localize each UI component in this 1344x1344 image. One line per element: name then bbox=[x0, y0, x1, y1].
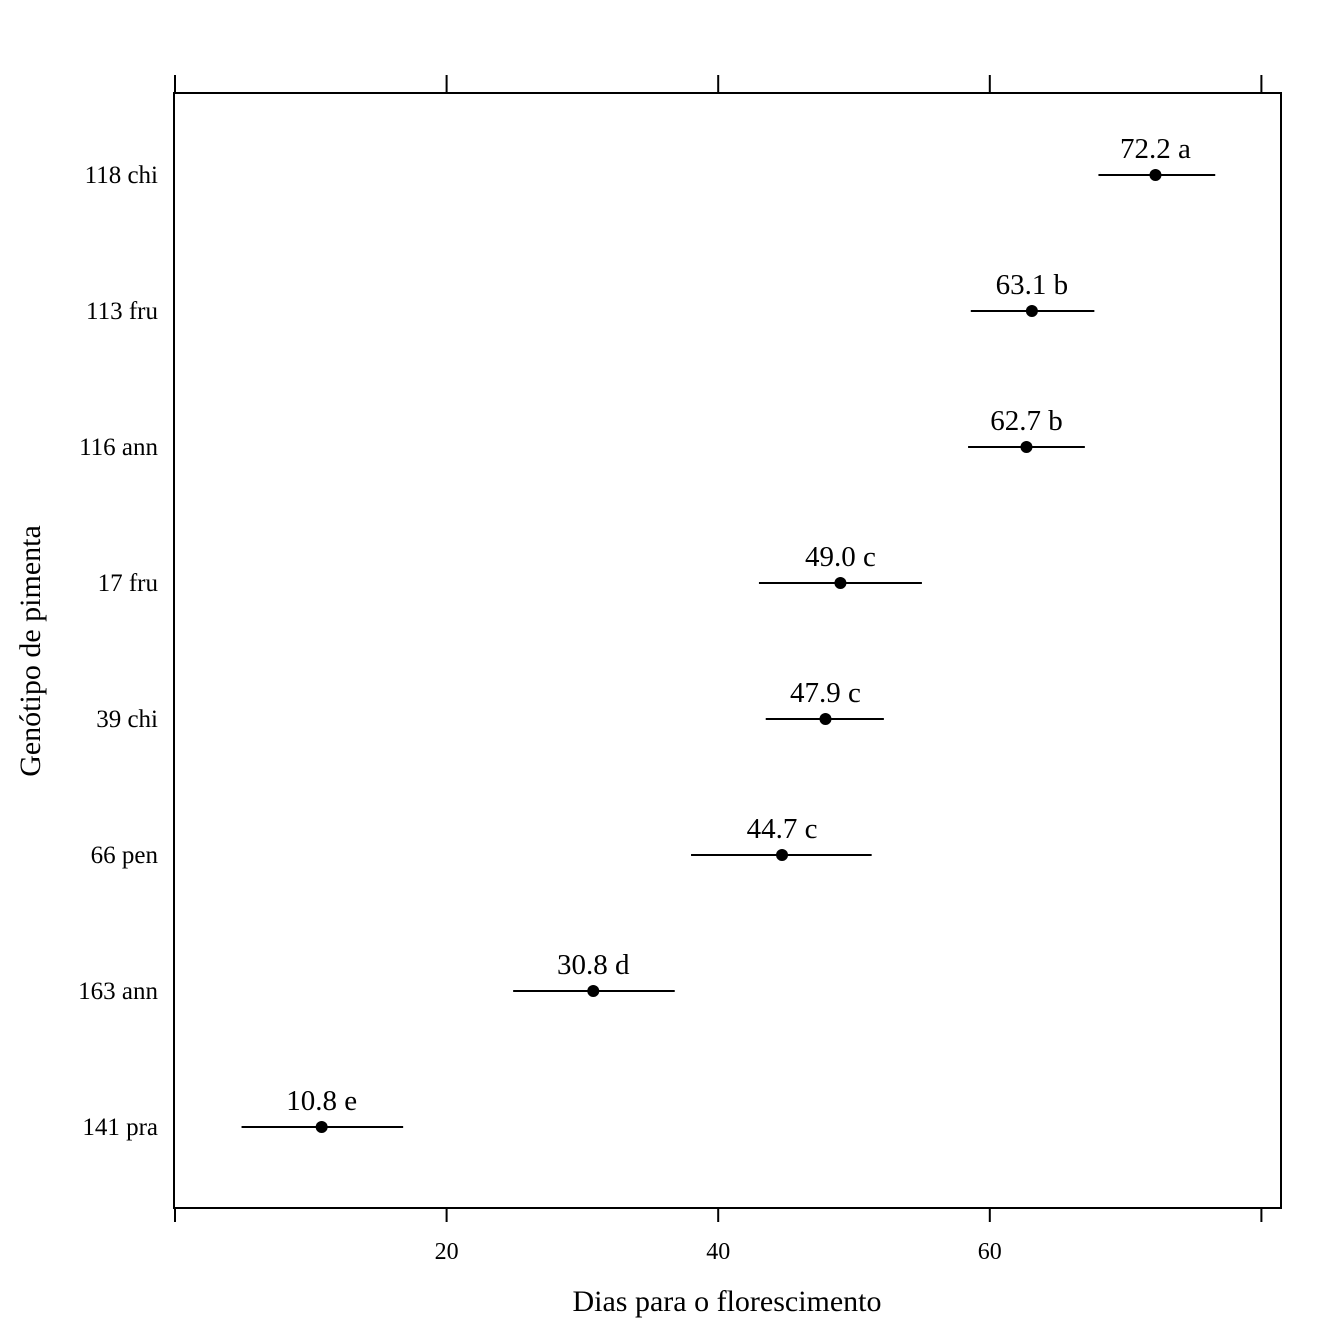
data-point bbox=[315, 1121, 328, 1133]
plot-frame bbox=[173, 92, 1282, 1209]
y-category-label: 39 chi bbox=[96, 706, 158, 733]
data-label: 30.8 d bbox=[557, 949, 630, 981]
data-label: 49.0 c bbox=[805, 541, 876, 573]
data-point bbox=[1020, 441, 1033, 453]
x-tick-label: 40 bbox=[706, 1239, 730, 1265]
x-tick-label: 20 bbox=[435, 1239, 459, 1265]
data-point bbox=[1149, 169, 1162, 181]
y-category-label: 116 ann bbox=[79, 434, 158, 461]
data-point bbox=[776, 849, 789, 861]
x-tick-labels: 20 40 60 bbox=[435, 1239, 1002, 1265]
data-marks: 72.2 a 63.1 b 62.7 b 49.0 c 47.9 c 44.7 c 30.8… bbox=[241, 133, 1216, 1133]
data-label: 10.8 e bbox=[286, 1085, 357, 1117]
data-point bbox=[834, 577, 847, 589]
y-category-label: 163 ann bbox=[78, 978, 158, 1005]
data-label: 63.1 b bbox=[996, 269, 1069, 301]
data-label: 72.2 a bbox=[1120, 133, 1191, 165]
y-category-label: 141 pra bbox=[82, 1114, 158, 1141]
y-category-label: 113 fru bbox=[86, 298, 158, 325]
bottom-axis-ticks bbox=[174, 1208, 1263, 1222]
y-category-labels: 118 chi 113 fru 116 ann 17 fru 39 chi 66 pen 1… bbox=[78, 162, 158, 1141]
y-axis-title: Genótipo de pimenta bbox=[14, 525, 47, 777]
x-tick-label: 60 bbox=[978, 1239, 1002, 1265]
data-label: 47.9 c bbox=[790, 677, 861, 709]
x-axis-title: Dias para o florescimento bbox=[572, 1285, 881, 1318]
y-category-label: 17 fru bbox=[98, 570, 159, 597]
data-point bbox=[1025, 305, 1038, 317]
data-point bbox=[587, 985, 600, 997]
y-category-label: 118 chi bbox=[85, 162, 158, 189]
y-category-label: 66 pen bbox=[91, 842, 159, 869]
data-label: 62.7 b bbox=[990, 405, 1063, 437]
data-point bbox=[819, 713, 832, 725]
data-label: 44.7 c bbox=[747, 813, 818, 845]
top-axis-ticks bbox=[174, 75, 1263, 93]
